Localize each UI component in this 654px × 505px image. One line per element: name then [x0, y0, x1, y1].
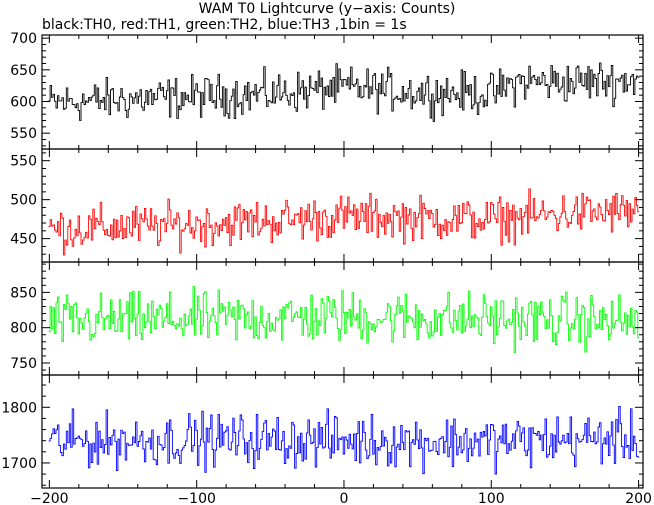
y-tick-label: 1800 [1, 400, 37, 416]
panel-th0: 550 600 650 700 [10, 31, 644, 150]
x-tick-label: 100 [478, 491, 505, 505]
x-axis: −200 −100 0 100 200 [30, 491, 652, 505]
y-tick-label: 450 [10, 232, 37, 248]
series-th0 [48, 62, 640, 122]
panel-th3: 1700 1800 [1, 374, 644, 489]
series-th2 [48, 286, 640, 353]
panels-group: 550 600 650 700 450 500 550 750 800 850 1700 1800 [1, 31, 644, 489]
series-th3 [48, 406, 640, 475]
panel-th2: 750 800 850 [10, 261, 644, 376]
series-th1 [48, 188, 640, 256]
y-tick-label: 600 [10, 95, 37, 111]
y-tick-label: 550 [10, 154, 37, 170]
y-tick-label: 650 [10, 63, 37, 79]
x-tick-label: −100 [177, 491, 215, 505]
y-tick-label: 500 [10, 193, 37, 209]
y-tick-label: 750 [10, 356, 37, 372]
y-tick-label: 800 [10, 321, 37, 337]
y-tick-label: 700 [10, 31, 37, 47]
panel-frame [41, 34, 644, 150]
chart-subtitle: black:TH0, red:TH1, green:TH2, blue:TH3 … [42, 17, 407, 33]
x-tick-label: −200 [30, 491, 68, 505]
panel-th1: 450 500 550 [10, 148, 644, 263]
y-tick-label: 850 [10, 285, 37, 301]
panel-frame [41, 374, 644, 489]
y-tick-label: 550 [10, 126, 37, 142]
panel-frame [41, 148, 644, 263]
chart-title: WAM T0 Lightcurve (y−axis: Counts) [198, 1, 456, 17]
y-tick-label: 1700 [1, 456, 37, 472]
x-tick-label: 0 [340, 491, 349, 505]
x-tick-label: 200 [625, 491, 652, 505]
